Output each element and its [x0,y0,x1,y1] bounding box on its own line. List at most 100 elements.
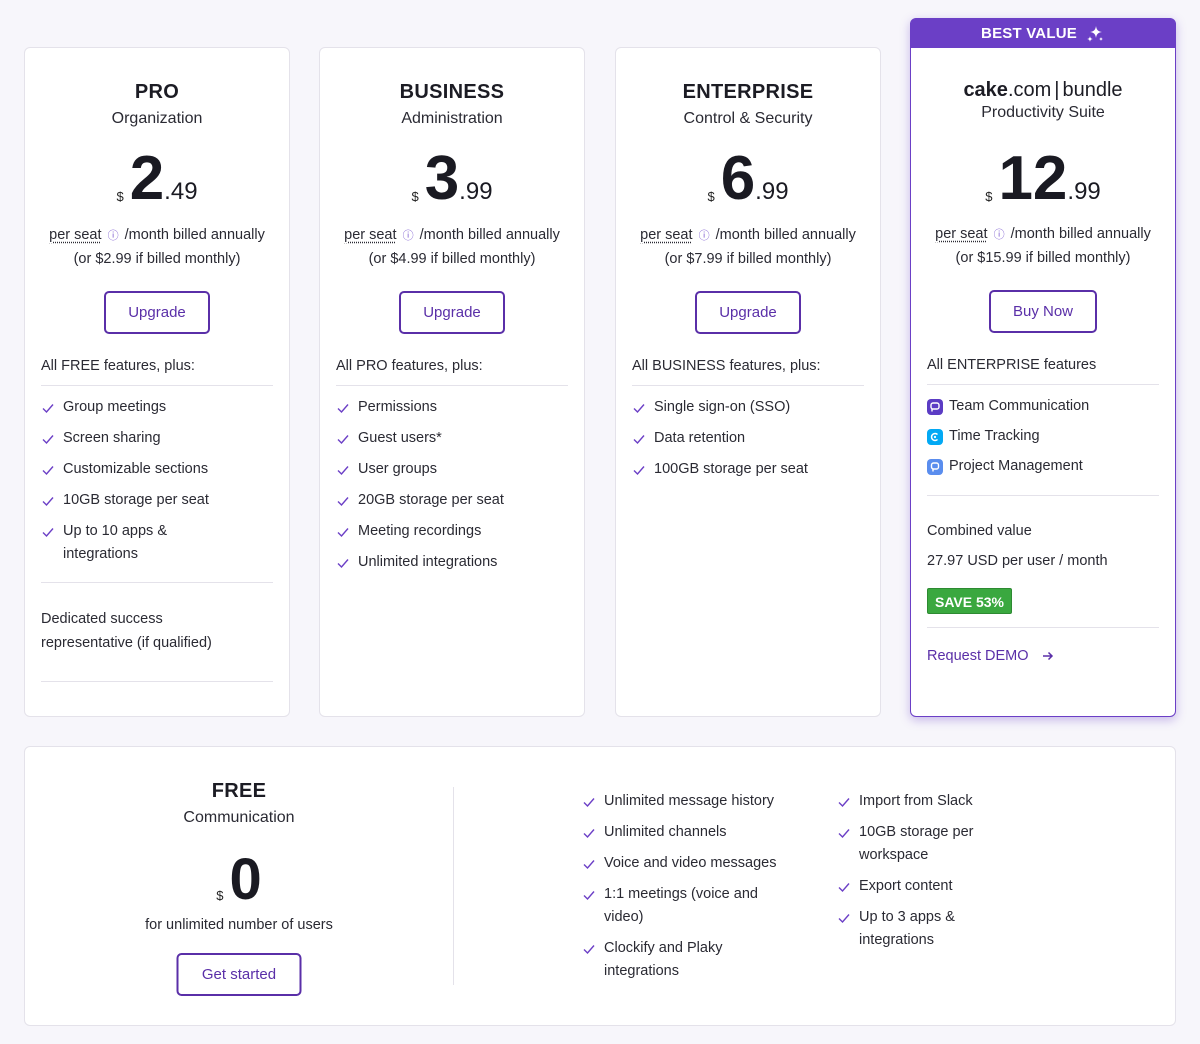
billing-info: per seat ⓘ /month billed annually (or $2… [25,224,289,271]
check-icon [337,497,349,507]
info-icon[interactable]: ⓘ [402,230,414,242]
check-icon [337,404,349,414]
plan-card-pro: PRO Organization $ 2 .49 per seat ⓘ /mon… [24,47,290,717]
price-integer: 12 [998,144,1068,213]
list-item: Permissions [336,396,568,419]
list-item: Export content [837,875,1007,898]
plan-name: PRO [134,81,180,103]
list-item: Clockify and Plaky integrations [582,937,792,983]
check-icon [583,798,595,808]
plan-price: $ 3 .99 [320,148,584,210]
arrow-right-icon[interactable] [1041,649,1055,663]
billing-period: /month billed annually [419,227,560,243]
currency-symbol: $ [116,189,124,204]
plan-name: FREE [211,780,267,802]
bundle-app-list: Team Communication Time Tracking Project… [927,395,1159,485]
list-item: Unlimited integrations [336,551,568,574]
demo-label[interactable]: Request DEMO [927,648,1029,664]
list-item: Up to 3 apps & integrations [837,906,1007,952]
plan-price: $ 2 .49 [25,148,289,210]
feature-list: Group meetings Screen sharing Customizab… [41,396,273,574]
free-feature-list-2: Import from Slack 10GB storage per works… [837,790,1007,960]
features-heading: All BUSINESS features, plus: [632,358,864,386]
per-seat-link[interactable]: per seat [344,227,397,243]
price-integer: 2 [129,144,165,213]
info-icon[interactable]: ⓘ [107,230,119,242]
list-item: 1:1 meetings (voice and video) [582,883,792,929]
check-icon [42,404,54,414]
currency-symbol: $ [216,888,224,903]
clockify-icon [927,429,943,445]
per-seat-link[interactable]: per seat [640,227,693,243]
upgrade-button[interactable]: Upgrade [104,291,210,334]
request-demo-link[interactable]: Request DEMO [927,627,1159,664]
best-value-ribbon: BEST VALUE [911,19,1175,48]
currency-symbol: $ [985,189,993,204]
price-decimal: .49 [164,178,198,205]
free-feature-list-1: Unlimited message history Unlimited chan… [582,790,792,991]
check-icon [42,466,54,476]
monthly-price: (or $2.99 if billed monthly) [73,251,241,267]
list-item: User groups [336,458,568,481]
plan-card-bundle: BEST VALUE cake.com | bundle Productivity … [910,18,1176,717]
plan-price: $ 6 .99 [616,148,880,210]
list-item: Voice and video messages [582,852,792,875]
check-icon [838,914,850,924]
buy-now-button[interactable]: Buy Now [989,290,1097,333]
monthly-price: (or $15.99 if billed monthly) [955,250,1131,266]
price-decimal: .99 [459,178,493,205]
info-icon[interactable]: ⓘ [993,229,1005,241]
list-item: Meeting recordings [336,520,568,543]
list-item: Up to 10 apps & integrations [41,520,273,566]
upgrade-button[interactable]: Upgrade [399,291,505,334]
price-integer: 0 [229,847,262,912]
price-decimal: .99 [1067,178,1101,205]
combined-amount: 27.97 USD per user / month [927,553,1108,569]
pumble-icon [927,399,943,415]
check-icon [583,829,595,839]
check-icon [42,528,54,538]
list-item: Unlimited channels [582,821,792,844]
combined-label: Combined value [927,523,1032,539]
plan-card-free: FREE Communication $ 0 for unlimited num… [24,746,1176,1026]
list-item: Team Communication [927,395,1159,418]
plan-subtitle: Productivity Suite [981,104,1105,121]
plan-subtitle: Control & Security [683,110,813,127]
billing-info: per seat ⓘ /month billed annually (or $7… [616,224,880,271]
list-item: Group meetings [41,396,273,419]
billing-period: /month billed annually [715,227,856,243]
plan-card-enterprise: ENTERPRISE Control & Security $ 6 .99 pe… [615,47,881,717]
check-icon [583,891,595,901]
feature-list: Permissions Guest users* User groups 20G… [336,396,568,582]
check-icon [633,404,645,414]
check-icon [838,829,850,839]
list-item: 10GB storage per seat [41,489,273,512]
billing-period: /month billed annually [1010,226,1151,242]
list-item: Customizable sections [41,458,273,481]
features-heading: All ENTERPRISE features [927,357,1159,385]
billing-period: /month billed annually [124,227,265,243]
per-seat-link[interactable]: per seat [49,227,102,243]
plaky-icon [927,459,943,475]
per-seat-link[interactable]: per seat [935,226,988,242]
upgrade-button[interactable]: Upgrade [695,291,801,334]
info-icon[interactable]: ⓘ [698,230,710,242]
check-icon [337,435,349,445]
price-integer: 6 [720,144,756,213]
get-started-button[interactable]: Get started [176,953,302,996]
feature-list: Single sign-on (SSO) Data retention 100G… [632,396,864,489]
list-item: 100GB storage per seat [632,458,864,481]
list-item: Time Tracking [927,425,1159,448]
billing-info: per seat ⓘ /month billed annually (or $4… [320,224,584,271]
check-icon [583,860,595,870]
plan-subtitle: Communication [183,809,295,826]
ribbon-label: BEST VALUE [981,25,1077,42]
list-item: Data retention [632,427,864,450]
monthly-price: (or $7.99 if billed monthly) [664,251,832,267]
price-integer: 3 [424,144,460,213]
divider [453,787,454,985]
save-badge: SAVE 53% [927,588,1012,614]
cake-bundle-logo: cake.com | bundle [963,79,1123,101]
check-icon [337,559,349,569]
extra-feature: Dedicated success representative (if qua… [41,582,273,682]
